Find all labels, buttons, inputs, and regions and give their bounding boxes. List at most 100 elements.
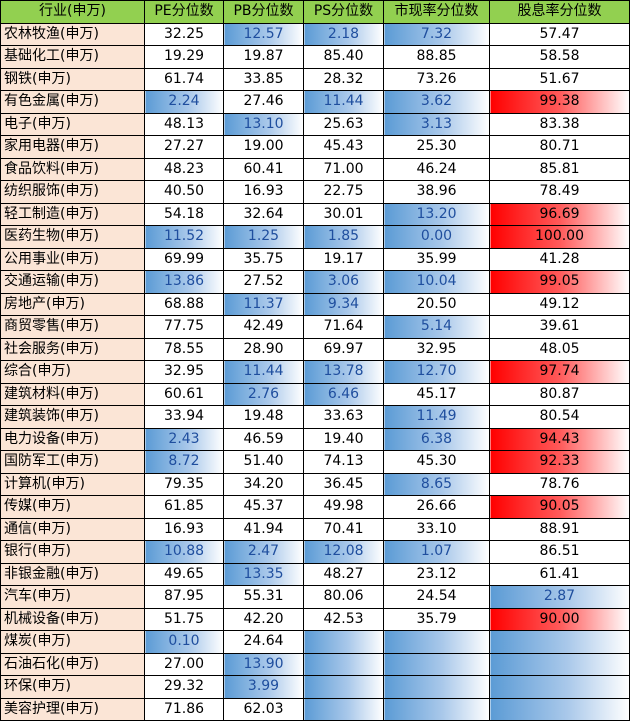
ps-cell[interactable]: 2.18: [303, 22, 384, 46]
industry-name-cell[interactable]: 商贸零售(申万): [0, 315, 145, 339]
pe-cell[interactable]: 68.88: [144, 292, 224, 316]
ps-cell[interactable]: 33.63: [303, 405, 384, 429]
pb-cell[interactable]: 3.99: [223, 675, 304, 699]
pe-cell[interactable]: 27.00: [144, 652, 224, 676]
ps-cell[interactable]: 6.46: [303, 382, 384, 406]
dividend-yield-cell[interactable]: 96.69: [489, 202, 630, 226]
ps-cell[interactable]: 69.97: [303, 337, 384, 361]
pe-cell[interactable]: 71.86: [144, 697, 224, 721]
pb-cell[interactable]: 24.64: [223, 630, 304, 654]
pe-cell[interactable]: 61.74: [144, 67, 224, 91]
industry-name-cell[interactable]: 非银金融(申万): [0, 562, 145, 586]
ps-cell[interactable]: 45.43: [303, 135, 384, 159]
pb-cell[interactable]: 12.57: [223, 22, 304, 46]
dividend-yield-cell[interactable]: [489, 630, 630, 654]
dividend-yield-cell[interactable]: 58.58: [489, 45, 630, 69]
ps-cell[interactable]: [303, 630, 384, 654]
pb-cell[interactable]: 55.31: [223, 585, 304, 609]
pe-cell[interactable]: 79.35: [144, 472, 224, 496]
pe-cell[interactable]: 2.24: [144, 90, 224, 114]
ps-cell[interactable]: 19.17: [303, 247, 384, 271]
header-dividend-yield[interactable]: 股息率分位数: [489, 0, 630, 24]
industry-name-cell[interactable]: 房地产(申万): [0, 292, 145, 316]
pcf-cell[interactable]: 10.04: [383, 270, 490, 294]
dividend-yield-cell[interactable]: 61.41: [489, 562, 630, 586]
industry-name-cell[interactable]: 机械设备(申万): [0, 607, 145, 631]
industry-name-cell[interactable]: 煤炭(申万): [0, 630, 145, 654]
pcf-cell[interactable]: 24.54: [383, 585, 490, 609]
ps-cell[interactable]: 28.32: [303, 67, 384, 91]
pb-cell[interactable]: 13.90: [223, 652, 304, 676]
dividend-yield-cell[interactable]: 78.76: [489, 472, 630, 496]
industry-name-cell[interactable]: 美容护理(申万): [0, 697, 145, 721]
pe-cell[interactable]: 40.50: [144, 180, 224, 204]
dividend-yield-cell[interactable]: 90.05: [489, 495, 630, 519]
dividend-yield-cell[interactable]: 99.38: [489, 90, 630, 114]
dividend-yield-cell[interactable]: [489, 652, 630, 676]
ps-cell[interactable]: 1.85: [303, 225, 384, 249]
pcf-cell[interactable]: 35.99: [383, 247, 490, 271]
industry-name-cell[interactable]: 交通运输(申万): [0, 270, 145, 294]
pb-cell[interactable]: 19.48: [223, 405, 304, 429]
industry-name-cell[interactable]: 有色金属(申万): [0, 90, 145, 114]
dividend-yield-cell[interactable]: 2.87: [489, 585, 630, 609]
ps-cell[interactable]: 70.41: [303, 517, 384, 541]
dividend-yield-cell[interactable]: 90.00: [489, 607, 630, 631]
industry-name-cell[interactable]: 钢铁(申万): [0, 67, 145, 91]
pb-cell[interactable]: 46.59: [223, 427, 304, 451]
industry-name-cell[interactable]: 建筑材料(申万): [0, 382, 145, 406]
pcf-cell[interactable]: 12.70: [383, 360, 490, 384]
pe-cell[interactable]: 48.23: [144, 157, 224, 181]
pcf-cell[interactable]: 23.12: [383, 562, 490, 586]
pb-cell[interactable]: 11.37: [223, 292, 304, 316]
pe-cell[interactable]: 77.75: [144, 315, 224, 339]
pb-cell[interactable]: 19.00: [223, 135, 304, 159]
industry-name-cell[interactable]: 基础化工(申万): [0, 45, 145, 69]
pcf-cell[interactable]: 5.14: [383, 315, 490, 339]
industry-name-cell[interactable]: 电子(申万): [0, 112, 145, 136]
pe-cell[interactable]: 10.88: [144, 540, 224, 564]
ps-cell[interactable]: 49.98: [303, 495, 384, 519]
pb-cell[interactable]: 60.41: [223, 157, 304, 181]
pb-cell[interactable]: 19.87: [223, 45, 304, 69]
dividend-yield-cell[interactable]: 85.81: [489, 157, 630, 181]
pcf-cell[interactable]: 45.30: [383, 450, 490, 474]
pe-cell[interactable]: 11.52: [144, 225, 224, 249]
pcf-cell[interactable]: 32.95: [383, 337, 490, 361]
ps-cell[interactable]: [303, 652, 384, 676]
header-industry[interactable]: 行业(申万): [0, 0, 145, 24]
pcf-cell[interactable]: 46.24: [383, 157, 490, 181]
industry-name-cell[interactable]: 食品饮料(申万): [0, 157, 145, 181]
industry-name-cell[interactable]: 汽车(申万): [0, 585, 145, 609]
pb-cell[interactable]: 32.64: [223, 202, 304, 226]
pe-cell[interactable]: 13.86: [144, 270, 224, 294]
industry-name-cell[interactable]: 计算机(申万): [0, 472, 145, 496]
industry-name-cell[interactable]: 传媒(申万): [0, 495, 145, 519]
dividend-yield-cell[interactable]: [489, 675, 630, 699]
pe-cell[interactable]: 87.95: [144, 585, 224, 609]
pb-cell[interactable]: 27.52: [223, 270, 304, 294]
dividend-yield-cell[interactable]: [489, 697, 630, 721]
pcf-cell[interactable]: 3.62: [383, 90, 490, 114]
pcf-cell[interactable]: 6.38: [383, 427, 490, 451]
industry-name-cell[interactable]: 环保(申万): [0, 675, 145, 699]
pb-cell[interactable]: 2.47: [223, 540, 304, 564]
ps-cell[interactable]: 25.63: [303, 112, 384, 136]
pb-cell[interactable]: 33.85: [223, 67, 304, 91]
dividend-yield-cell[interactable]: 88.91: [489, 517, 630, 541]
pcf-cell[interactable]: [383, 675, 490, 699]
industry-name-cell[interactable]: 医药生物(申万): [0, 225, 145, 249]
dividend-yield-cell[interactable]: 94.43: [489, 427, 630, 451]
pb-cell[interactable]: 27.46: [223, 90, 304, 114]
pb-cell[interactable]: 2.76: [223, 382, 304, 406]
pe-cell[interactable]: 8.72: [144, 450, 224, 474]
pb-cell[interactable]: 42.20: [223, 607, 304, 631]
pe-cell[interactable]: 16.93: [144, 517, 224, 541]
pe-cell[interactable]: 29.32: [144, 675, 224, 699]
pcf-cell[interactable]: 0.00: [383, 225, 490, 249]
pb-cell[interactable]: 11.44: [223, 360, 304, 384]
pe-cell[interactable]: 78.55: [144, 337, 224, 361]
ps-cell[interactable]: 42.53: [303, 607, 384, 631]
dividend-yield-cell[interactable]: 92.33: [489, 450, 630, 474]
pcf-cell[interactable]: [383, 652, 490, 676]
